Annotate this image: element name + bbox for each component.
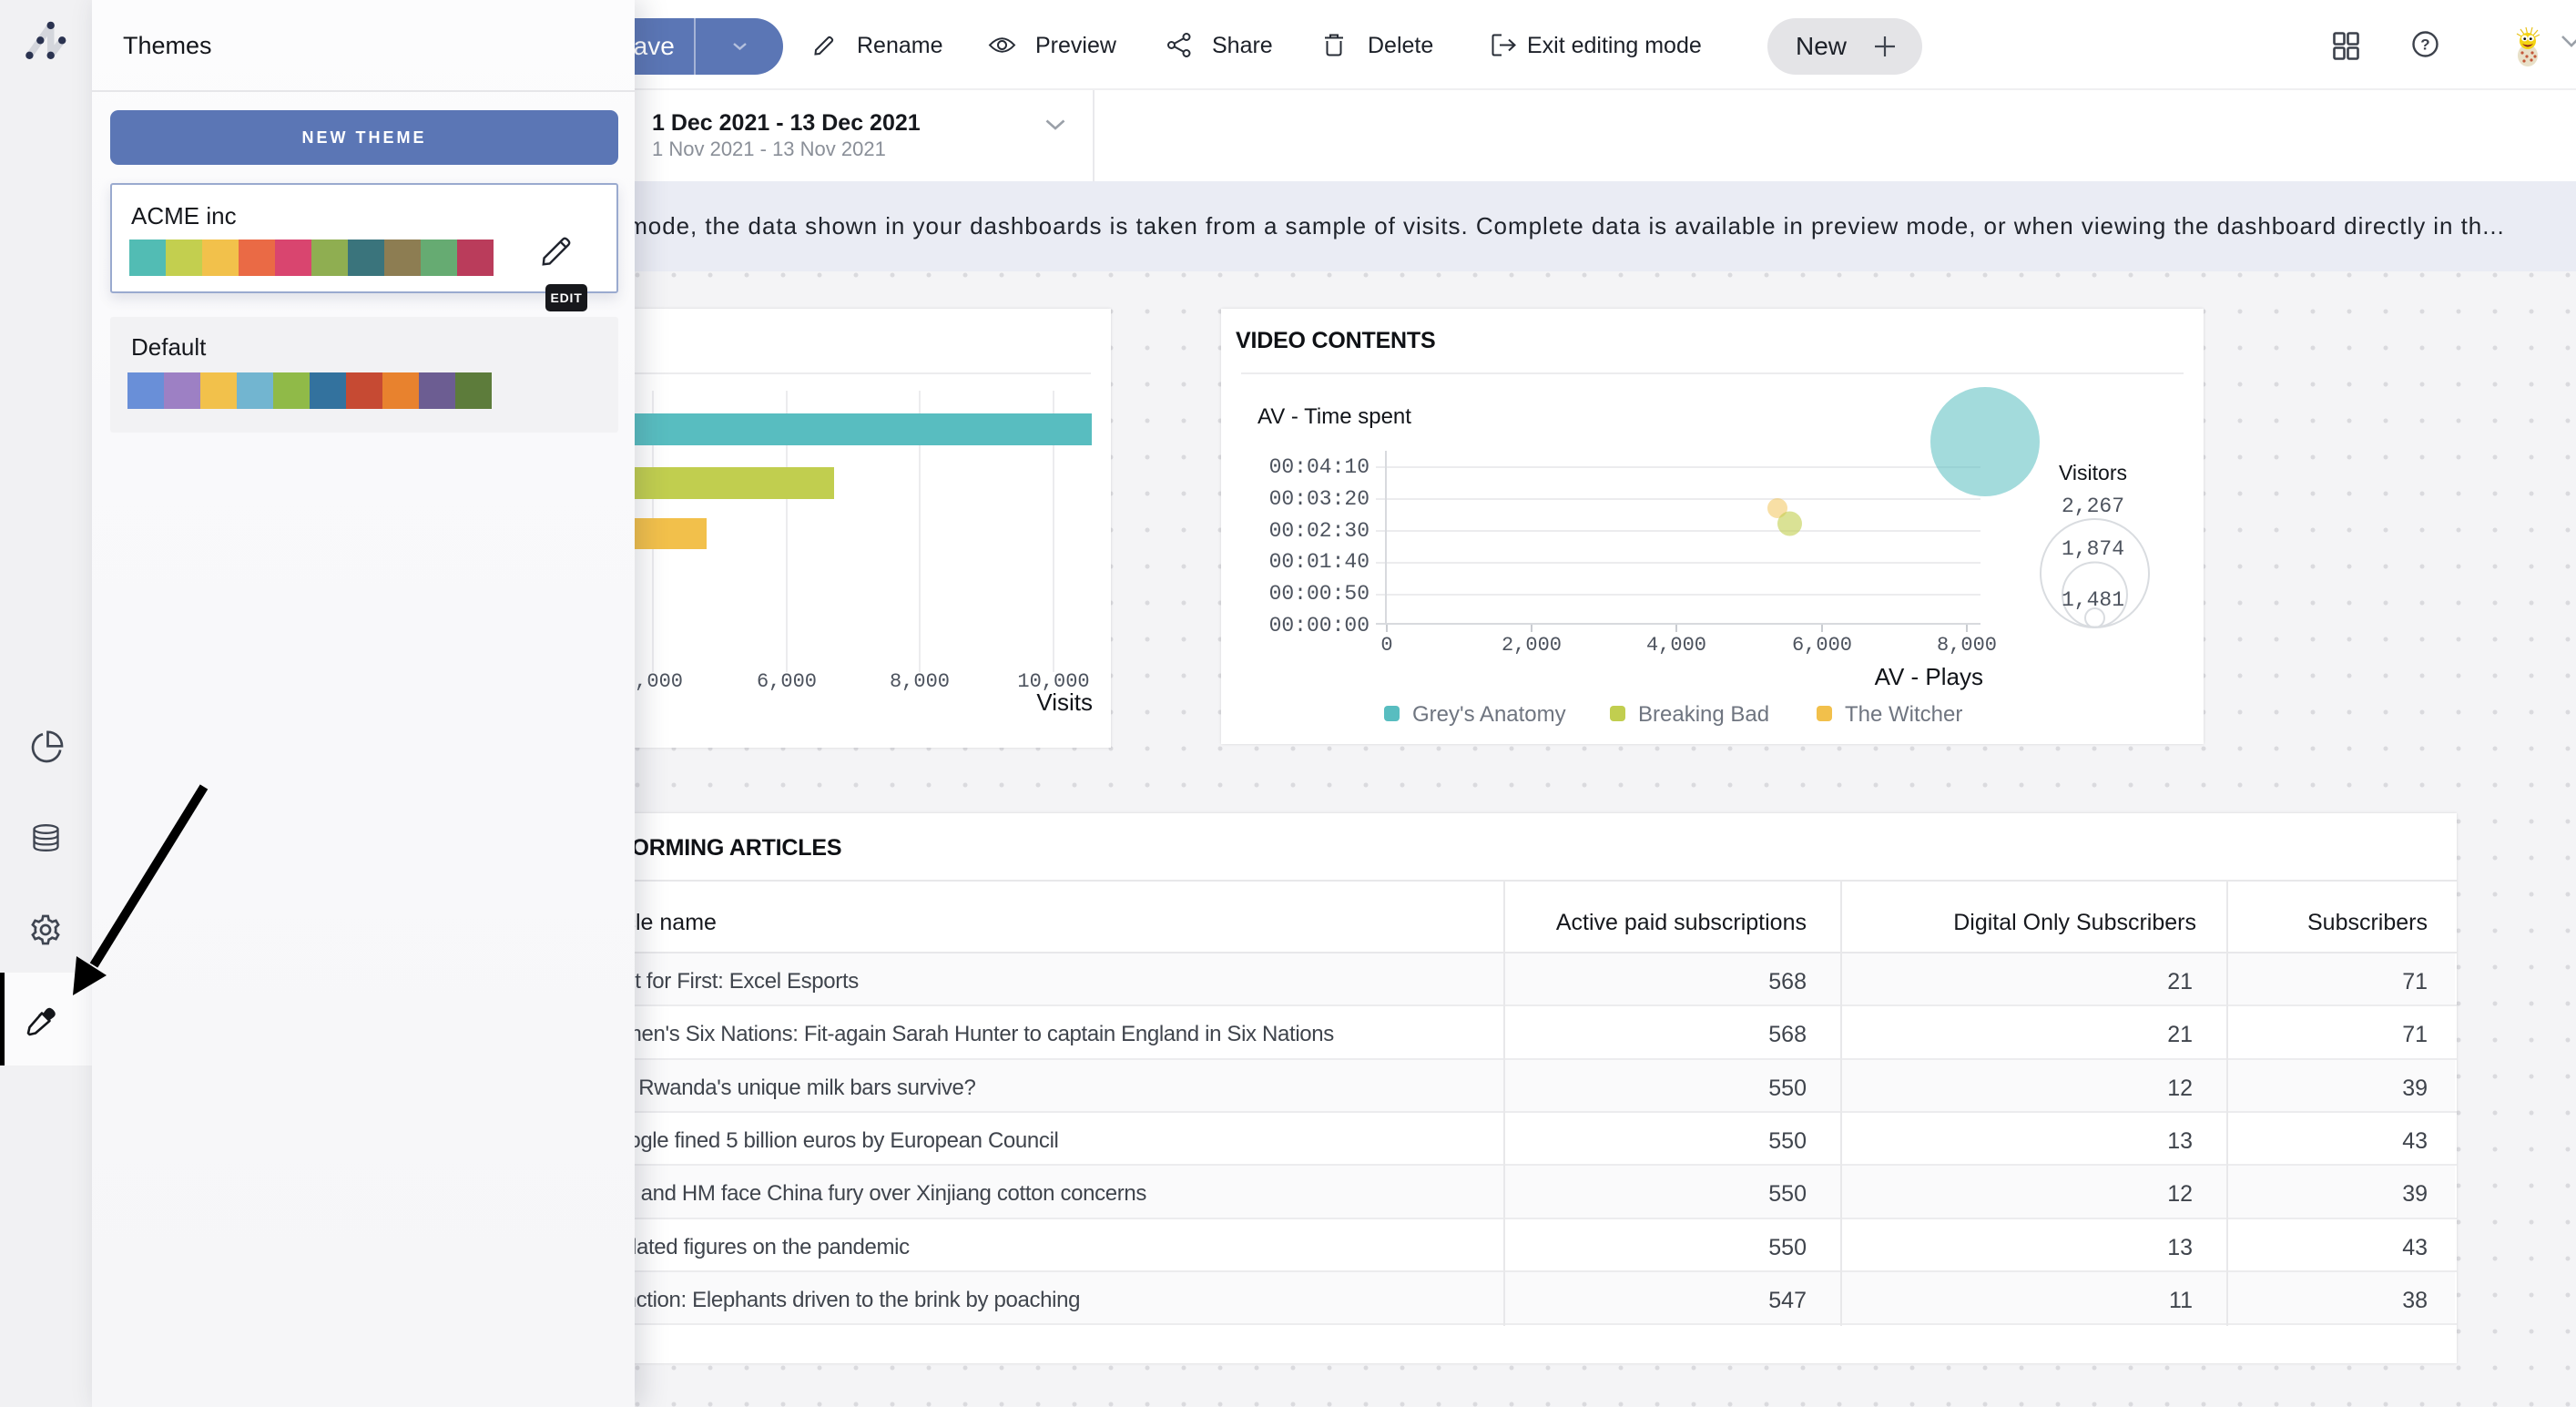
svg-text:?: ? [2420, 36, 2429, 54]
